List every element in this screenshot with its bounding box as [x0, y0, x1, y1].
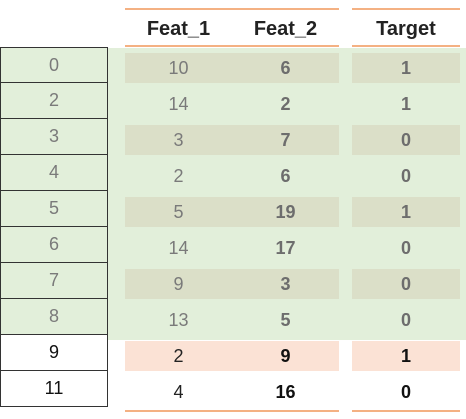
feat-1-value: 10: [168, 58, 189, 78]
feat-2-value: 7: [280, 130, 291, 150]
feature-band: [125, 197, 339, 227]
feat-2-value: 17: [275, 238, 296, 258]
index-cell: 0: [0, 47, 108, 83]
header-target: Target: [376, 18, 436, 40]
target-band: [352, 53, 460, 83]
feat-2-value: 5: [280, 310, 291, 330]
index-cell: 7: [0, 263, 108, 299]
feature-band: [125, 269, 339, 299]
table-row: 13 5 0: [0, 302, 466, 338]
index-cell: 3: [0, 119, 108, 155]
top-rule-features: [125, 8, 339, 10]
target-value: 1: [400, 94, 411, 114]
feat-1-value: 13: [168, 310, 189, 330]
target-value: 1: [400, 346, 411, 366]
feature-band: [125, 341, 339, 371]
feat-2-value: 9: [280, 346, 291, 366]
top-rule-target: [352, 8, 460, 10]
header-feat-1: Feat_1: [146, 18, 211, 40]
target-value: 0: [400, 238, 411, 258]
target-band: [352, 197, 460, 227]
feat-1-value: 9: [173, 274, 184, 294]
target-value: 0: [400, 166, 411, 186]
header-rule-features: [125, 45, 339, 47]
target-value: 0: [400, 274, 411, 294]
target-value: 0: [400, 382, 411, 402]
feat-2-value: 6: [280, 166, 291, 186]
feat-2-value: 3: [280, 274, 291, 294]
index-cell: 6: [0, 227, 108, 263]
index-cell: 9: [0, 335, 108, 371]
feature-band: [125, 125, 339, 155]
index-cell: 11: [0, 371, 108, 407]
table-row: 5 19 1: [0, 194, 466, 230]
feat-2-value: 19: [275, 202, 296, 222]
table-row: 10 6 1: [0, 50, 466, 86]
table-row: 2 6 0: [0, 158, 466, 194]
target-band: [352, 341, 460, 371]
index-column: 0 2 3 4 5 6 7 8 9 11: [0, 47, 108, 407]
feat-1-value: 14: [168, 238, 189, 258]
header-rule-target: [352, 45, 460, 47]
index-cell: 2: [0, 83, 108, 119]
table-row: 2 9 1: [0, 338, 466, 374]
feat-2-value: 2: [280, 94, 291, 114]
table-row: 9 3 0: [0, 266, 466, 302]
feat-1-value: 4: [173, 382, 184, 402]
target-band: [352, 269, 460, 299]
target-value: 1: [400, 58, 411, 78]
target-value: 1: [400, 202, 411, 222]
index-cell: 4: [0, 155, 108, 191]
table-row: 3 7 0: [0, 122, 466, 158]
feat-2-value: 6: [280, 58, 291, 78]
bottom-rule-target: [352, 410, 460, 412]
feat-1-value: 5: [173, 202, 184, 222]
index-cell: 5: [0, 191, 108, 227]
feature-band: [125, 53, 339, 83]
feat-2-value: 16: [275, 382, 296, 402]
header-feat-2: Feat_2: [253, 18, 318, 40]
target-value: 0: [400, 310, 411, 330]
feat-1-value: 14: [168, 94, 189, 114]
table-row: 14 2 1: [0, 86, 466, 122]
table-row: 4 16 0: [0, 374, 466, 410]
bottom-rule-features: [125, 410, 339, 412]
feat-1-value: 2: [173, 166, 184, 186]
target-band: [352, 125, 460, 155]
table-row: 14 17 0: [0, 230, 466, 266]
target-value: 0: [400, 130, 411, 150]
index-cell: 8: [0, 299, 108, 335]
feat-1-value: 2: [173, 346, 184, 366]
feat-1-value: 3: [173, 130, 184, 150]
